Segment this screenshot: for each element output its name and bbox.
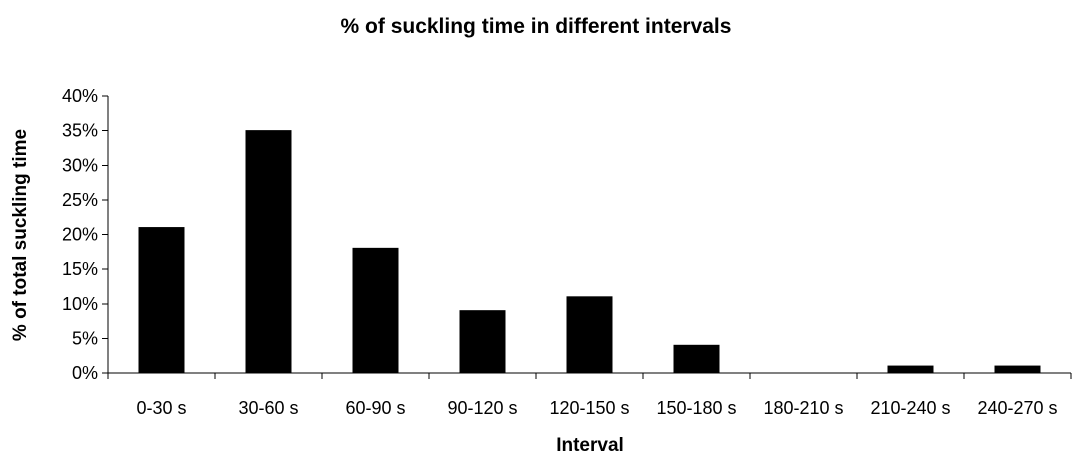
y-tick-label: 5% (72, 328, 98, 348)
bar-150-180s (673, 344, 720, 374)
chart-title: % of suckling time in different interval… (341, 15, 732, 38)
x-tick-label: 240-270 s (977, 398, 1057, 418)
bar-240-270s (994, 365, 1041, 374)
bar-90-120s (459, 310, 506, 374)
y-tick-label: 30% (62, 155, 98, 175)
y-tick-label: 35% (62, 121, 98, 141)
y-tick-label: 20% (62, 225, 98, 245)
bar-120-150s (566, 296, 613, 374)
bar-30-60s (245, 130, 292, 374)
y-tick-label: 15% (62, 259, 98, 279)
x-tick-label: 210-240 s (870, 398, 950, 418)
bar-60-90s (352, 247, 399, 374)
y-tick-label: 40% (62, 86, 98, 106)
y-tick-label: 0% (72, 363, 98, 383)
bar-210-240s (887, 365, 934, 374)
x-tick-label: 60-90 s (345, 398, 405, 418)
x-axis-title: Interval (556, 435, 624, 456)
x-tick-label: 90-120 s (447, 398, 517, 418)
plot-area: 0% 5% 10% 15% 20% 25% 30% 35% 40% 0-30 s 30-60 s 60… (62, 86, 1072, 418)
x-tick-label: 30-60 s (238, 398, 298, 418)
bar-0-30s (138, 227, 185, 374)
y-axis-title: % of total suckling time (10, 129, 31, 341)
x-tick-label: 180-210 s (763, 398, 843, 418)
y-tick-label: 25% (62, 190, 98, 210)
x-tick-label: 0-30 s (136, 398, 186, 418)
x-tick-label: 120-150 s (549, 398, 629, 418)
x-tick-label: 150-180 s (656, 398, 736, 418)
y-tick-label: 10% (62, 294, 98, 314)
